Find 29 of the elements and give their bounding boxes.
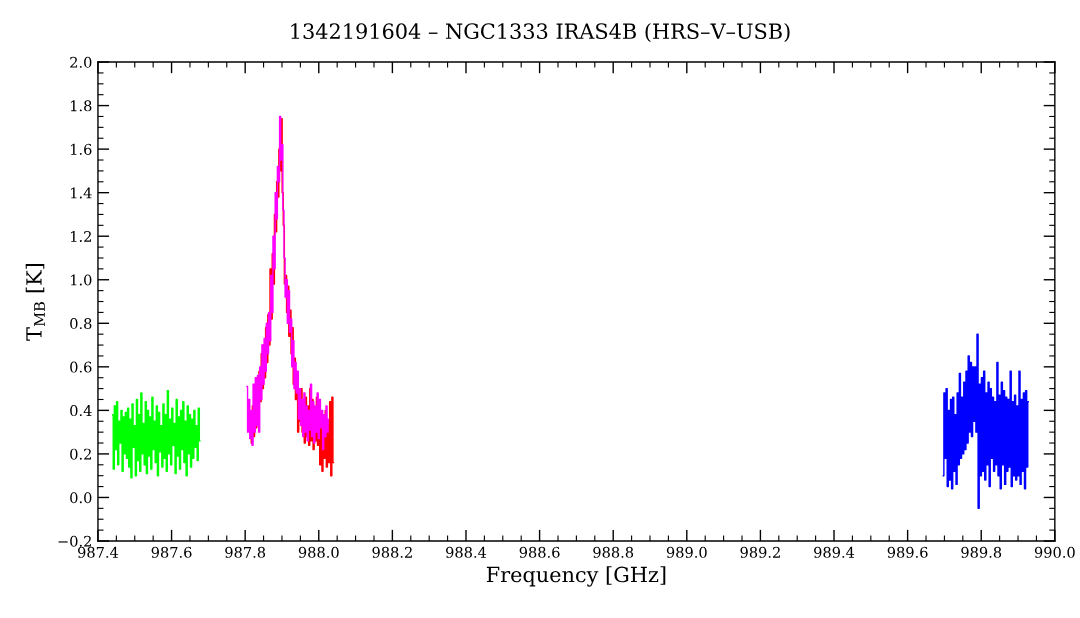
x-tick-label: 989.2 (740, 546, 780, 558)
y-tick-label: 1.0 (70, 274, 92, 286)
x-tick-label: 990.0 (1034, 546, 1075, 558)
x-tick-label: 989.0 (666, 546, 707, 558)
y-tick-label: 0.0 (70, 492, 92, 504)
y-tick-label: 2.0 (70, 56, 92, 68)
y-tick-label: 1.6 (70, 143, 92, 155)
x-tick-label: 987.4 (78, 546, 119, 558)
x-tick-label: 988.2 (372, 546, 412, 558)
y-tick-label: 1.4 (70, 187, 92, 199)
y-axis-title: T$_{MB}$ [K] (25, 263, 45, 341)
x-tick-label: 988.8 (593, 546, 634, 558)
x-axis-title: Frequency [GHz] (486, 566, 666, 587)
y-tick-label: 0.2 (70, 448, 91, 460)
x-tick-label: 989.4 (814, 546, 855, 558)
y-tick-label: 0.6 (70, 361, 92, 373)
y-tick-label: 1.8 (70, 100, 92, 112)
x-tick-label: 989.6 (887, 546, 928, 558)
x-tick-label: 988.4 (446, 546, 487, 558)
y-tick-label: 0.4 (70, 405, 92, 417)
x-tick-label: 989.8 (961, 546, 1002, 558)
x-tick-label: 988.0 (298, 546, 339, 558)
chart-title: 1342191604 – NGC1333 IRAS4B (HRS–V–USB) (291, 22, 790, 42)
y-tick-label: −0.2 (58, 535, 91, 547)
x-tick-label: 987.8 (225, 546, 266, 558)
x-tick-label: 988.6 (519, 546, 560, 558)
y-tick-label: 1.2 (70, 230, 91, 242)
x-tick-label: 987.6 (151, 546, 192, 558)
y-tick-label: 0.8 (70, 318, 92, 330)
